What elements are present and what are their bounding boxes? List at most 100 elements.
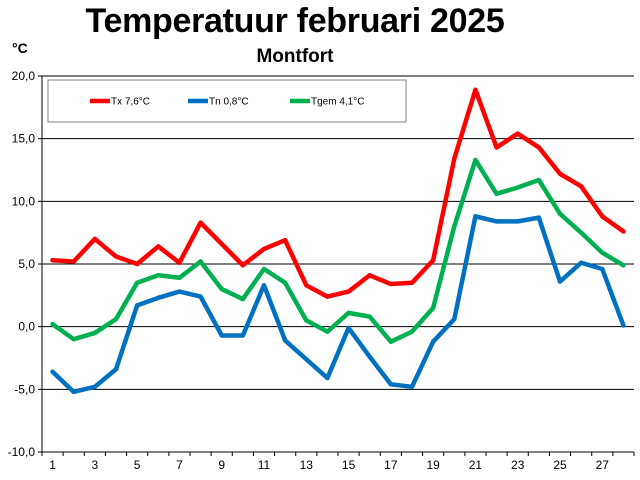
data-point <box>156 244 161 249</box>
data-point <box>346 325 351 331</box>
data-point <box>409 329 415 334</box>
data-point <box>92 384 98 390</box>
y-tick-label: 20,0 <box>12 69 36 83</box>
y-tick-label: 0,0 <box>18 320 35 334</box>
data-point <box>621 229 626 234</box>
data-point <box>473 87 478 92</box>
series-line-0 <box>50 87 626 299</box>
x-tick-label: 21 <box>469 458 483 472</box>
data-point <box>219 286 224 292</box>
data-point <box>600 214 605 219</box>
data-point <box>578 184 584 189</box>
data-point <box>282 280 288 285</box>
data-point <box>578 230 584 235</box>
data-point <box>325 375 330 381</box>
data-point <box>261 283 267 288</box>
x-tick-label: 15 <box>342 458 356 472</box>
data-point <box>240 296 246 302</box>
x-tick-label: 19 <box>426 458 440 472</box>
series-lines <box>50 87 626 395</box>
x-tick-label: 1 <box>49 458 56 472</box>
data-point <box>388 382 394 387</box>
x-tick-label: 7 <box>176 458 183 472</box>
data-point <box>346 310 351 316</box>
x-tick-label: 13 <box>300 458 314 472</box>
y-tick-label: -10,0 <box>8 445 36 459</box>
data-point <box>621 263 626 268</box>
data-point <box>452 156 457 161</box>
data-point <box>71 259 76 264</box>
data-point <box>71 337 76 342</box>
axes: 20,015,010,05,00,0-5,0-10,01 3 5 7 9 11 13 15 17… <box>8 69 635 472</box>
data-point <box>177 289 182 294</box>
y-axis-unit-label: °C <box>12 40 28 56</box>
data-point <box>282 338 288 343</box>
data-point <box>261 266 267 272</box>
data-point <box>557 211 563 217</box>
data-point <box>557 171 563 176</box>
data-point <box>219 241 224 247</box>
x-tick-label: 11 <box>258 458 271 472</box>
data-point <box>219 333 224 338</box>
data-point <box>494 219 499 224</box>
series-line-1 <box>50 214 626 395</box>
data-point <box>134 303 140 308</box>
data-point <box>367 314 372 319</box>
x-tick-label: 25 <box>553 458 567 472</box>
data-point <box>578 260 584 265</box>
legend-label: Tx 7,6°C <box>111 97 150 108</box>
x-tick-label: 3 <box>92 458 99 472</box>
legend: Tx 7,6°C Tn 0,8°C Tgem 4,1°C <box>47 79 407 123</box>
data-point <box>473 157 478 163</box>
data-point <box>50 258 55 263</box>
data-point <box>198 259 203 264</box>
chart-title: Temperatuur februari 2025 <box>85 2 505 40</box>
data-point <box>452 224 457 229</box>
chart-subtitle: Montfort <box>256 46 334 67</box>
data-point <box>325 329 330 334</box>
x-tick-label: 9 <box>218 458 225 472</box>
data-point <box>134 280 140 285</box>
data-point <box>113 367 119 372</box>
data-point <box>473 214 478 219</box>
series-line-2 <box>50 157 626 344</box>
data-point <box>536 215 542 220</box>
data-point <box>430 305 436 311</box>
data-point <box>304 318 309 323</box>
data-point <box>494 191 499 197</box>
x-tick-label: 23 <box>511 458 525 472</box>
data-point <box>515 219 520 224</box>
data-point <box>198 294 203 299</box>
data-point <box>494 145 499 150</box>
y-tick-label: 15,0 <box>12 132 36 146</box>
data-point <box>282 237 288 243</box>
legend-label: Tn 0,8°C <box>209 97 249 108</box>
data-point <box>430 339 436 344</box>
data-point <box>388 339 394 344</box>
data-point <box>261 246 267 252</box>
legend-label: Tgem 4,1°C <box>311 97 364 108</box>
data-point <box>50 321 55 327</box>
data-point <box>156 273 161 278</box>
data-point <box>557 279 563 284</box>
data-point <box>600 266 605 272</box>
data-point <box>240 263 246 268</box>
data-point <box>113 316 119 322</box>
y-tick-label: 5,0 <box>18 257 35 271</box>
data-point <box>600 250 605 255</box>
data-point <box>452 316 457 322</box>
data-point <box>304 283 309 288</box>
data-point <box>240 333 246 338</box>
data-point <box>515 185 520 190</box>
data-point <box>92 236 98 242</box>
data-point <box>71 389 76 395</box>
x-tick-label: 5 <box>134 458 141 472</box>
data-point <box>177 260 182 265</box>
y-tick-label: -5,0 <box>14 382 35 396</box>
data-point <box>134 261 140 267</box>
data-point <box>367 354 372 359</box>
data-point <box>367 273 372 278</box>
data-point <box>515 131 520 136</box>
data-point <box>325 294 330 299</box>
